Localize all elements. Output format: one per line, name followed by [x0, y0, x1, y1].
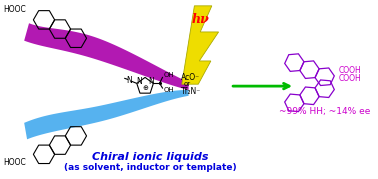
Text: COOH: COOH [339, 74, 361, 83]
Polygon shape [24, 90, 189, 139]
Text: N: N [127, 76, 132, 85]
Polygon shape [182, 6, 218, 84]
Text: N: N [136, 77, 142, 86]
Text: hν: hν [191, 13, 209, 26]
Text: Tf₂N⁻: Tf₂N⁻ [181, 87, 201, 96]
Text: HOOC: HOOC [3, 5, 26, 14]
Text: ~99% HH; ~14% ee: ~99% HH; ~14% ee [279, 107, 371, 116]
Text: AcO⁻: AcO⁻ [181, 73, 200, 82]
Text: OH: OH [163, 87, 174, 93]
Text: COOH: COOH [339, 66, 361, 75]
Polygon shape [24, 23, 189, 90]
Text: N: N [148, 77, 154, 86]
Text: ⊕: ⊕ [142, 85, 148, 91]
Text: Chiral ionic liquids: Chiral ionic liquids [91, 152, 208, 162]
Text: OH: OH [163, 72, 174, 78]
Text: (as solvent, inductor or template): (as solvent, inductor or template) [64, 163, 236, 172]
Text: HOOC: HOOC [3, 158, 26, 167]
Text: or: or [184, 81, 191, 87]
